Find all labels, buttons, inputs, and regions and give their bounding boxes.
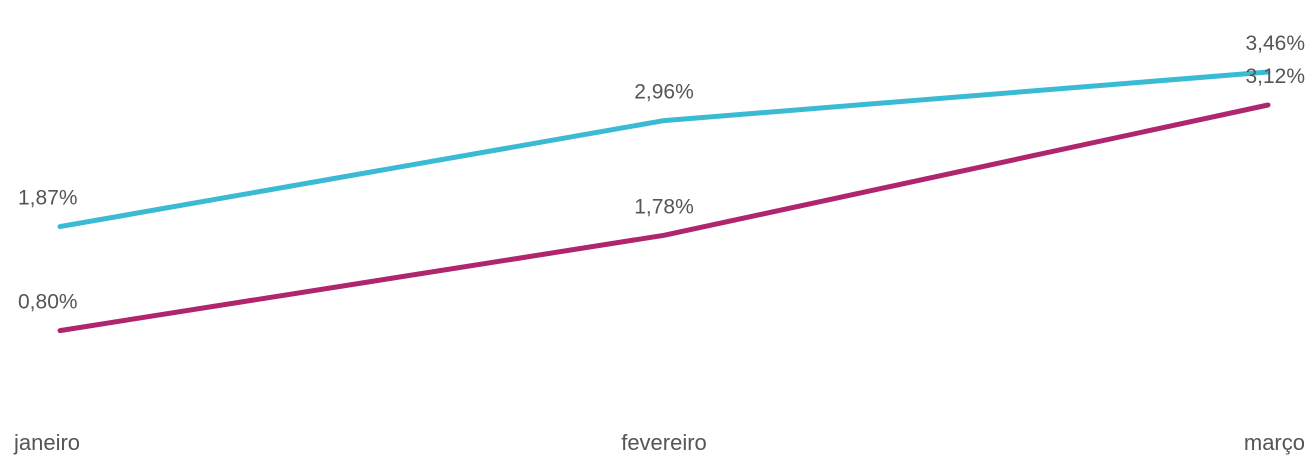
series-line-1 — [57, 69, 1271, 230]
x-tick-label-1: fevereiro — [621, 430, 707, 455]
data-label-layer: 1,87% 2,96% 3,46% 0,80% 1,78% 3,12% — [18, 32, 1305, 314]
x-tick-label-0: janeiro — [13, 430, 80, 455]
x-tick-label-2: março — [1244, 430, 1305, 455]
data-label-s2-2: 3,12% — [1245, 65, 1305, 88]
x-axis: janeiro fevereiro março — [13, 430, 1305, 455]
data-label-s2-0: 0,80% — [18, 291, 78, 314]
data-label-s1-0: 1,87% — [18, 187, 78, 210]
data-label-s2-1: 1,78% — [634, 195, 694, 218]
series-line-2 — [57, 102, 1271, 334]
data-label-s1-1: 2,96% — [634, 81, 694, 104]
series-layer — [57, 69, 1271, 334]
data-label-s1-2: 3,46% — [1245, 32, 1305, 55]
